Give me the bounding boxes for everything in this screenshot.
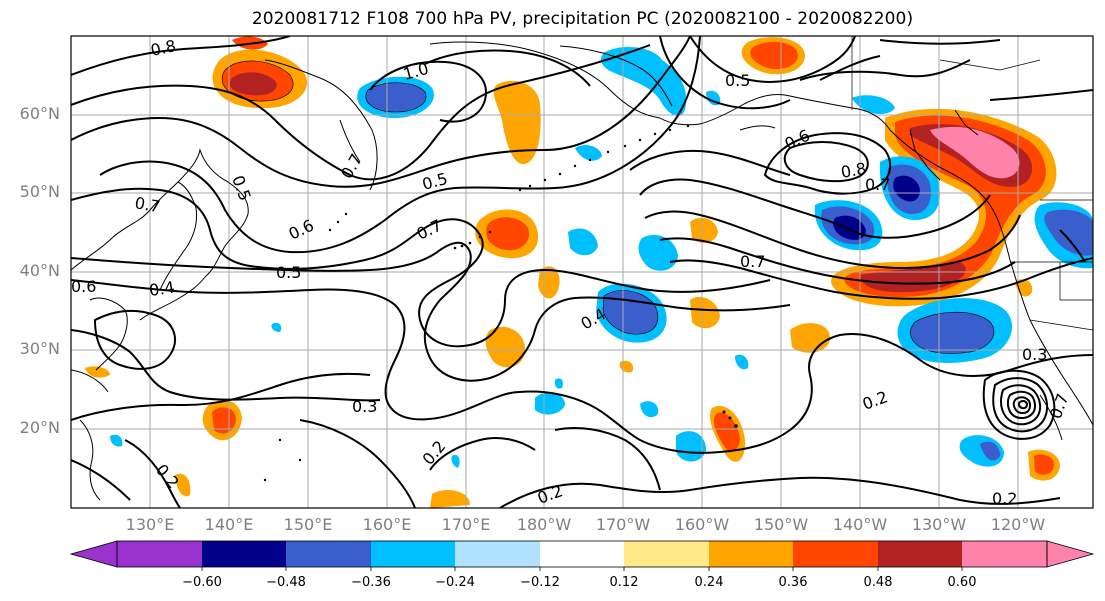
contour-label: 0.5 [276, 263, 301, 282]
colorbar-tick-label: −0.36 [351, 575, 391, 590]
lat-label-20n: 20°N [19, 418, 60, 437]
lon-label-160w: 160°W [674, 515, 730, 534]
colorbar-tick-label: −0.48 [266, 575, 306, 590]
contour-label: 0.5 [228, 173, 255, 203]
contour-label: 0.5 [725, 71, 750, 90]
lon-label-150e: 150°E [283, 515, 333, 534]
colorbar-tick-label: 0.12 [609, 575, 639, 590]
colorbar-swatch [962, 541, 1048, 567]
colorbar-extension-low [69, 540, 118, 568]
contour-label: 0.2 [992, 489, 1017, 508]
contour-label: 0.6 [71, 277, 96, 296]
colorbar-swatch [117, 541, 203, 567]
lon-label-150w: 150°W [753, 515, 809, 534]
colorbar-tick-label: 0.48 [863, 575, 893, 590]
contour-label: 0.7 [133, 193, 161, 216]
lon-label-140w: 140°W [832, 515, 888, 534]
lat-label-30n: 30°N [19, 339, 60, 358]
contour-label: 0.7 [337, 150, 366, 182]
colorbar-tick-label: −0.24 [435, 575, 475, 590]
contour-label: 0.8 [149, 36, 178, 60]
lon-label-170w: 170°W [595, 515, 651, 534]
lon-label-160e: 160°E [362, 515, 412, 534]
contour-label: 0.3 [1022, 345, 1047, 364]
contour-label: 0.6 [782, 126, 813, 154]
colorbar-tick-label: −0.12 [520, 575, 560, 590]
contour-label: 0.8 [839, 159, 867, 182]
anomaly-bering-south [493, 80, 541, 165]
colorbar-extension-high [1046, 540, 1095, 568]
colorbar-swatch [202, 541, 287, 567]
contour-label: 1.0 [401, 59, 431, 84]
precipitation-shading [85, 36, 1093, 508]
lon-label-170e: 170°E [441, 515, 491, 534]
map-frame [70, 35, 1094, 509]
colorbar-swatch [371, 541, 456, 567]
lat-label-60n: 60°N [19, 104, 60, 123]
lat-label-40n: 40°N [19, 261, 60, 280]
colorbar-tick-label: −0.60 [182, 575, 222, 590]
lon-label-140e: 140°E [204, 515, 254, 534]
lon-label-130w: 130°W [911, 515, 967, 534]
colorbar-swatch [793, 541, 879, 567]
colorbar-swatch [709, 541, 794, 567]
lon-label-180w: 180°W [516, 515, 572, 534]
contour-label: 0.7 [865, 175, 890, 194]
colorbar-swatch [540, 541, 625, 567]
colorbar-swatch [286, 541, 372, 567]
contour-label: 0.4 [148, 278, 176, 300]
lon-label-120w: 120°W [990, 515, 1046, 534]
colorbar-swatch [878, 541, 963, 567]
contour-label: 0.7 [1046, 391, 1073, 421]
shading-outlines [221, 60, 995, 354]
map-title: 2020081712 F108 700 hPa PV, precipitatio… [251, 9, 914, 29]
lon-label-130e: 130°E [125, 515, 175, 534]
contour-label: 0.6 [286, 216, 317, 244]
negative-anomaly-areas [110, 46, 1093, 468]
colorbar-tick-label: 0.60 [947, 575, 977, 590]
contour-label: 0.3 [352, 397, 377, 416]
pv-contours [71, 36, 1093, 508]
islands [263, 124, 738, 482]
colorbar-swatch [455, 541, 541, 567]
contour-label: 0.7 [414, 216, 445, 244]
contour-label: 0.7 [740, 252, 765, 271]
coastlines [71, 41, 1093, 501]
contour-label: 0.2 [419, 437, 450, 469]
contour-label: 0.2 [860, 387, 890, 414]
colorbar-tick-label: 0.24 [694, 575, 724, 590]
colorbar-swatch [624, 541, 710, 567]
colorbar [69, 540, 1095, 571]
lat-label-50n: 50°N [19, 182, 60, 201]
positive-anomaly-areas [85, 36, 1060, 508]
colorbar-tick-label: 0.36 [778, 575, 808, 590]
